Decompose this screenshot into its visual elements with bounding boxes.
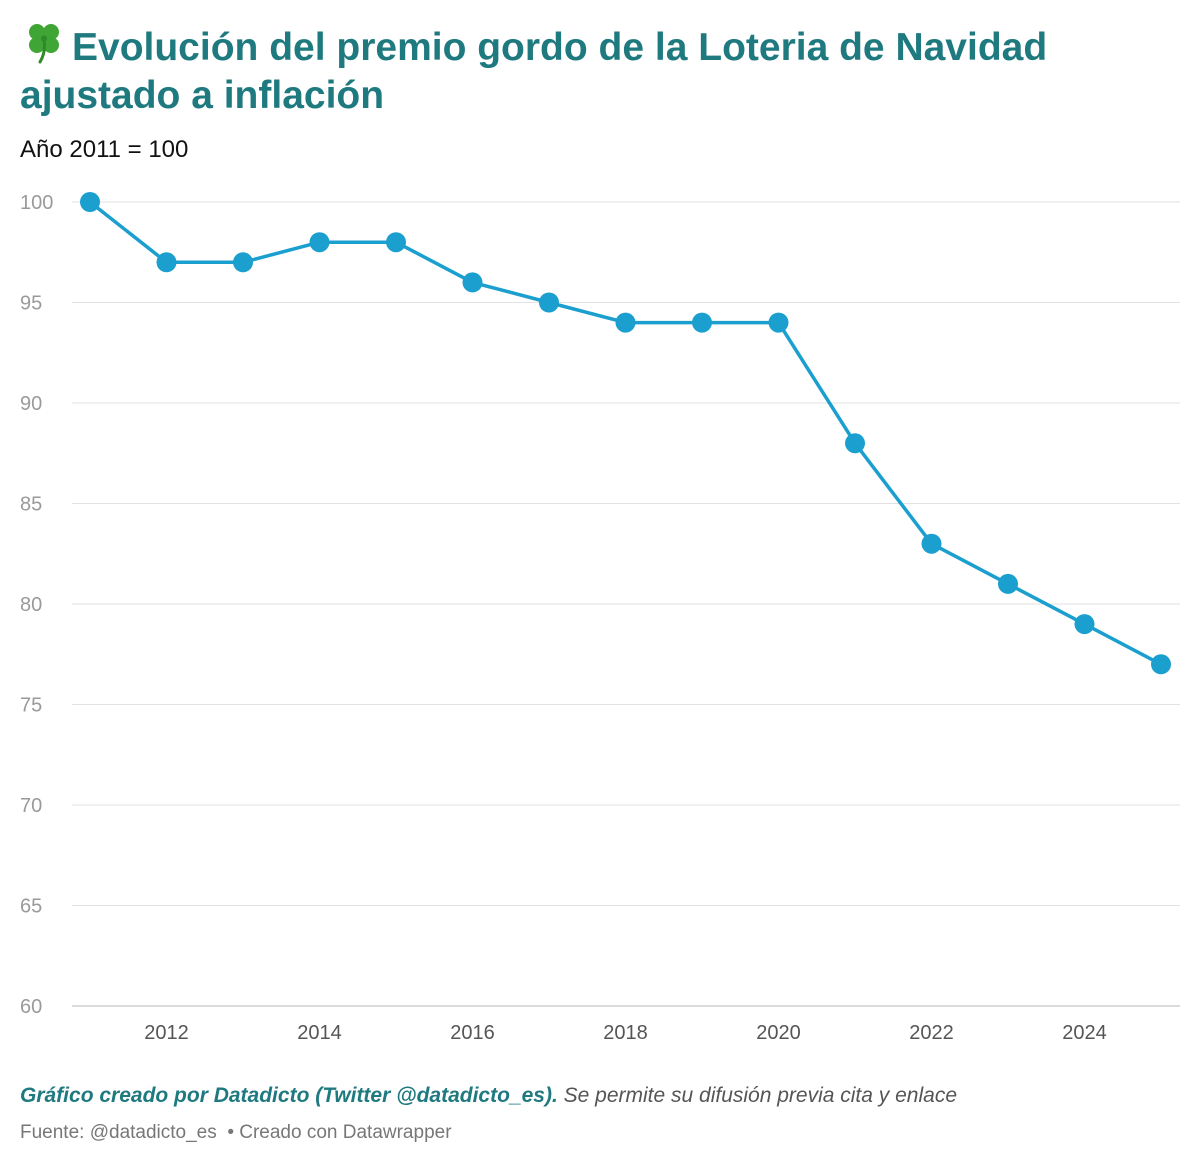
chart-title: Evolución del premio gordo de la Loteria… — [20, 20, 1180, 120]
series-line-path — [88, 200, 1163, 667]
y-tick-label: 65 — [20, 896, 42, 918]
grid-lines — [72, 201, 1180, 1007]
x-tick-label: 2022 — [909, 1022, 954, 1044]
x-tick-label: 2014 — [297, 1022, 342, 1044]
data-point — [768, 312, 789, 333]
series-line — [88, 200, 1163, 667]
credit-rest: Se permite su difusión previa cita y enl… — [557, 1084, 958, 1107]
credit-bold: Gráfico creado por Datadicto (Twitter @d… — [20, 1084, 558, 1107]
data-point — [1074, 614, 1095, 635]
chart-title-text: Evolución del premio gordo de la Loteria… — [20, 26, 1048, 117]
source-line: Fuente: @datadicto_es • Creado con Dataw… — [20, 1122, 452, 1144]
x-tick-label: 2020 — [756, 1022, 801, 1044]
y-tick-label: 85 — [20, 494, 42, 516]
data-point — [80, 192, 100, 212]
data-point — [1151, 654, 1171, 675]
four-leaf-clover-icon — [20, 20, 68, 64]
data-point — [539, 292, 559, 313]
data-point — [309, 232, 330, 253]
y-tick-label: 60 — [20, 996, 42, 1018]
data-point — [386, 232, 406, 253]
y-tick-label: 100 — [20, 192, 53, 214]
data-point — [998, 573, 1018, 594]
data-point — [692, 312, 712, 333]
y-tick-label: 70 — [20, 795, 42, 817]
data-point — [845, 433, 865, 454]
data-point — [921, 533, 942, 554]
source-text: Fuente: @datadicto_es — [20, 1122, 217, 1143]
x-tick-label: 2016 — [450, 1022, 495, 1044]
series-points — [80, 192, 1171, 675]
y-tick-label: 75 — [20, 695, 42, 717]
made-with-text: • Creado con Datawrapper — [227, 1122, 452, 1143]
data-point — [615, 312, 636, 333]
y-axis-ticks: 100 95 90 85 80 75 70 65 60 — [20, 192, 53, 1018]
data-point — [462, 272, 483, 293]
x-tick-label: 2018 — [603, 1022, 648, 1044]
x-tick-label: 2012 — [144, 1022, 189, 1044]
data-point — [233, 252, 253, 273]
x-tick-label: 2024 — [1062, 1022, 1107, 1044]
chart-subtitle: Año 2011 = 100 — [20, 136, 189, 163]
y-tick-label: 95 — [20, 293, 42, 315]
y-tick-label: 90 — [20, 393, 42, 415]
credit-note: Gráfico creado por Datadicto (Twitter @d… — [20, 1084, 957, 1108]
x-axis-ticks: 2012 2014 2016 2018 2020 2022 2024 — [144, 1022, 1107, 1044]
line-chart: 100 95 90 85 80 75 70 65 60 2012 2014 2016 2018 2020… — [20, 192, 1180, 1044]
data-point — [156, 252, 177, 273]
y-tick-label: 80 — [20, 594, 42, 616]
